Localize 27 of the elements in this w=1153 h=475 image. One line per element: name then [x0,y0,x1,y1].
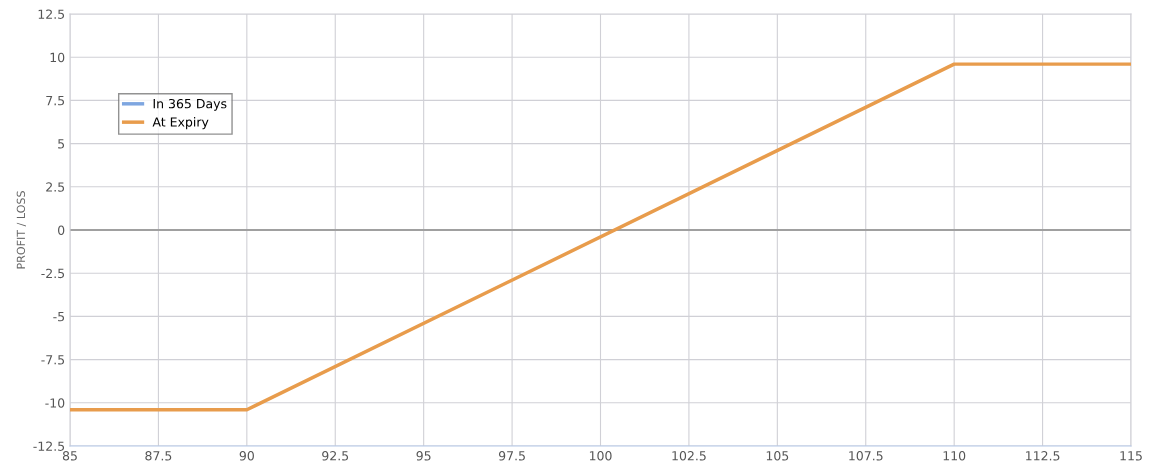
y-tick-label: -5 [53,312,65,322]
x-tick-label: 90 [239,451,254,461]
y-tick-label: -10 [45,398,65,408]
legend-label: At Expiry [152,117,209,130]
x-tick-label: 110 [943,451,966,461]
x-tick-label: 115 [1120,451,1142,461]
y-tick-label: 10 [50,52,65,63]
y-axis-title: PROFIT / LOSS [16,191,26,269]
y-tick-label: 5 [58,139,65,149]
legend-label: In 365 Days [153,98,227,111]
y-tick-label: -7.5 [41,355,65,365]
x-tick-label: 85 [62,451,77,461]
x-tick-label: 87.5 [145,451,172,461]
y-tick-label: 2.5 [46,182,65,192]
y-tick-label: 7.5 [46,96,65,106]
y-tick-label: -2.5 [41,268,65,279]
x-tick-label: 92.5 [322,451,349,461]
y-tick-label: 12.5 [38,9,65,19]
y-tick-label: -12.5 [33,441,65,451]
x-tick-label: 100 [589,451,612,461]
x-tick-label: 95 [416,451,431,461]
x-tick-label: 102.5 [672,451,706,461]
x-tick-label: 105 [766,451,789,461]
y-tick-label: 0 [58,225,65,235]
x-tick-label: 107.5 [849,451,883,461]
x-tick-label: 112.5 [1026,451,1060,461]
x-tick-label: 97.5 [498,451,525,461]
